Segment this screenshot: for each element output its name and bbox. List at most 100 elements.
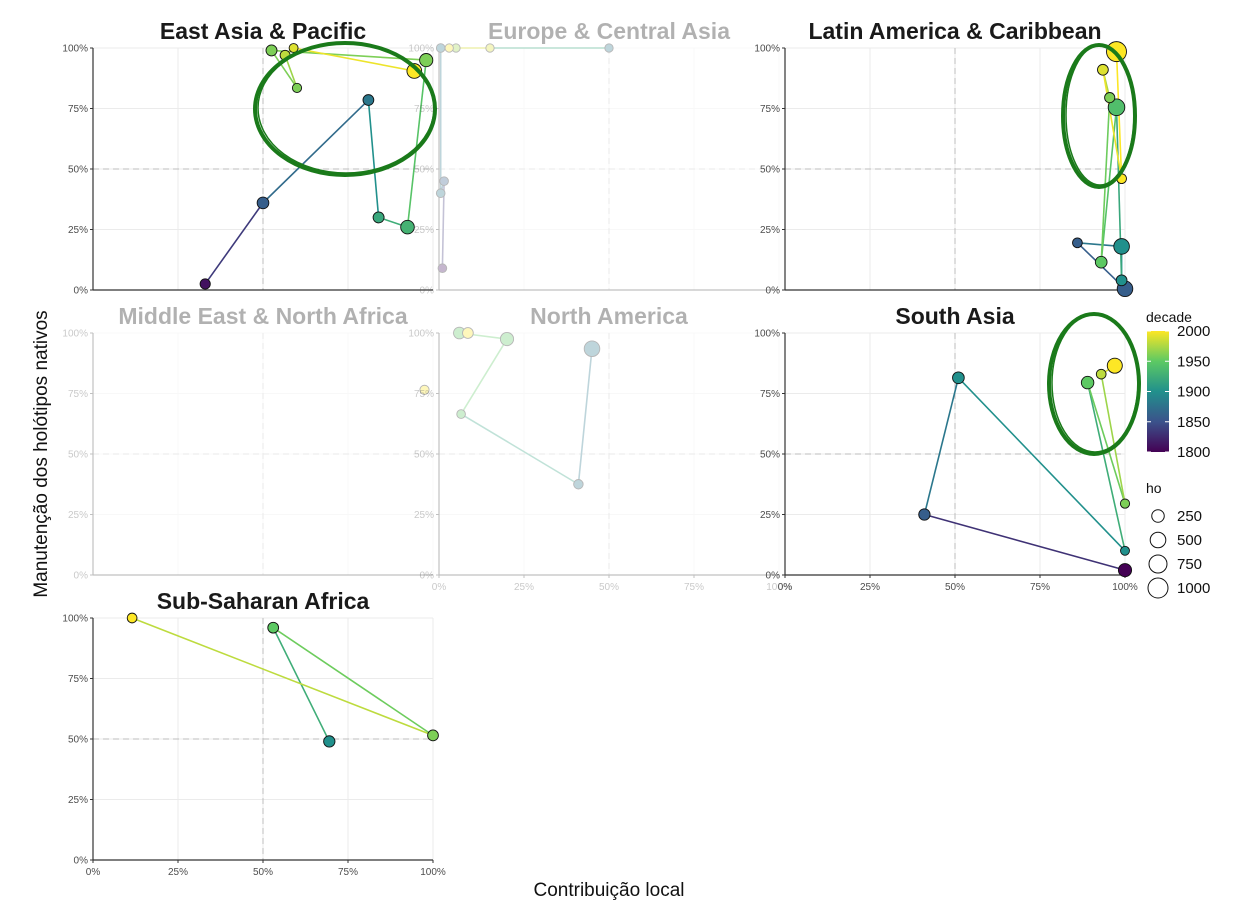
data-point [126,612,138,624]
y-tick-label: 50% [68,735,88,746]
data-point [1117,563,1133,578]
x-tick-label: 100% [766,582,792,593]
y-tick-label: 75% [414,104,434,115]
y-tick-label: 100% [408,44,434,55]
size-legend-title: ho [1146,480,1162,496]
colorbar-label: 1850 [1177,414,1210,431]
data-point [1115,274,1128,287]
trajectory-segment [406,60,427,228]
trajectory-segment [1100,97,1111,263]
trajectory-segment [441,181,445,269]
trajectory-segment [1086,382,1126,504]
y-tick-label: 25% [68,510,88,521]
colorbar-label: 2000 [1177,323,1210,340]
data-point [1106,357,1123,374]
y-tick-label: 75% [760,104,780,115]
trajectory-segment [204,202,264,285]
size-legend-circle [1148,554,1168,574]
x-tick-label: 0% [778,582,793,593]
y-tick-label: 100% [754,329,780,340]
trajectory-segment [577,348,593,485]
color-legend-title: decade [1146,309,1192,325]
data-point [1113,238,1130,255]
y-tick-label: 75% [414,389,434,400]
data-point [451,43,461,53]
data-point [199,278,211,290]
y-tick-label: 50% [68,450,88,461]
y-tick-label: 100% [62,44,88,55]
x-tick-label: 50% [945,582,965,593]
size-legend-circle [1151,509,1165,523]
data-point [427,729,439,742]
data-point [372,211,385,224]
size-legend-circle [1149,531,1167,549]
trajectory-segment [367,99,380,218]
data-point [419,53,434,68]
panel-sub-saharan-africa: 0% 25% 50% 75% 100% 0% 25% 50% 75% 100% Sub-Sahara… [62,588,445,878]
y-tick-label: 100% [62,329,88,340]
x-tick-label: 25% [514,582,534,593]
y-tick-label: 100% [62,614,88,625]
x-tick-label: 50% [253,867,273,878]
y-tick-label: 25% [68,795,88,806]
trajectory-segment [1100,373,1126,504]
data-point [456,409,466,419]
y-tick-label: 0% [420,571,435,582]
y-tick-label: 100% [408,329,434,340]
colorbar-ticks: 2000 1950 1900 1850 1800 [1147,323,1210,461]
annotation-ellipse-stroke [257,42,435,174]
data-point [444,43,454,53]
data-point [1104,92,1116,104]
y-tick-label: 75% [68,104,88,115]
data-point [1072,237,1083,249]
y-tick-label: 50% [760,165,780,176]
y-axis-title: Manutenção dos holótipos nativos [31,310,52,597]
size-legend-label: 250 [1177,508,1202,525]
panel-title: Middle East & North Africa [118,303,407,329]
panel-title: Europe & Central Asia [488,18,730,44]
data-point [1094,255,1108,269]
size-legend-label: 750 [1177,556,1202,573]
y-tick-label: 0% [74,856,89,867]
y-tick-label: 0% [74,571,89,582]
trajectory-segment [270,49,298,89]
y-tick-label: 50% [760,450,780,461]
y-tick-label: 25% [414,510,434,521]
x-tick-label: 100% [1112,582,1138,593]
x-axis-title: Contribuição local [533,880,684,901]
trajectory-segment [1102,69,1123,179]
trajectory-segment [460,413,579,485]
trajectory-segment [924,513,1126,571]
y-tick-label: 75% [760,389,780,400]
data-point [256,196,270,210]
data-point [453,326,466,340]
panel-south-asia: 0%25%50%75%100%0% 25% 50% 75% 100%South Asia [754,303,1137,593]
data-point [362,94,375,106]
data-point [1107,98,1126,117]
data-point [604,43,614,53]
data-point [267,621,280,634]
panel-title: Sub-Saharan Africa [157,588,370,614]
data-point [1097,63,1109,76]
panel-title: South Asia [895,303,1014,329]
colorbar-label: 1950 [1177,353,1210,370]
colorbar [1147,331,1169,452]
x-tick-label: 75% [338,867,358,878]
data-point [573,479,584,490]
trajectory-segment [923,377,960,515]
data-point [439,176,449,186]
x-tick-label: 50% [599,582,619,593]
y-tick-label: 25% [760,510,780,521]
data-point [485,43,495,53]
x-tick-label: 25% [860,582,880,593]
x-tick-label: 0% [86,867,101,878]
data-point [462,327,474,339]
y-tick-label: 75% [68,389,88,400]
y-tick-label: 50% [68,165,88,176]
data-point [406,63,423,79]
trajectory-segment [459,332,508,340]
data-point [952,371,965,385]
y-tick-label: 75% [68,674,88,685]
y-tick-label: 25% [760,225,780,236]
